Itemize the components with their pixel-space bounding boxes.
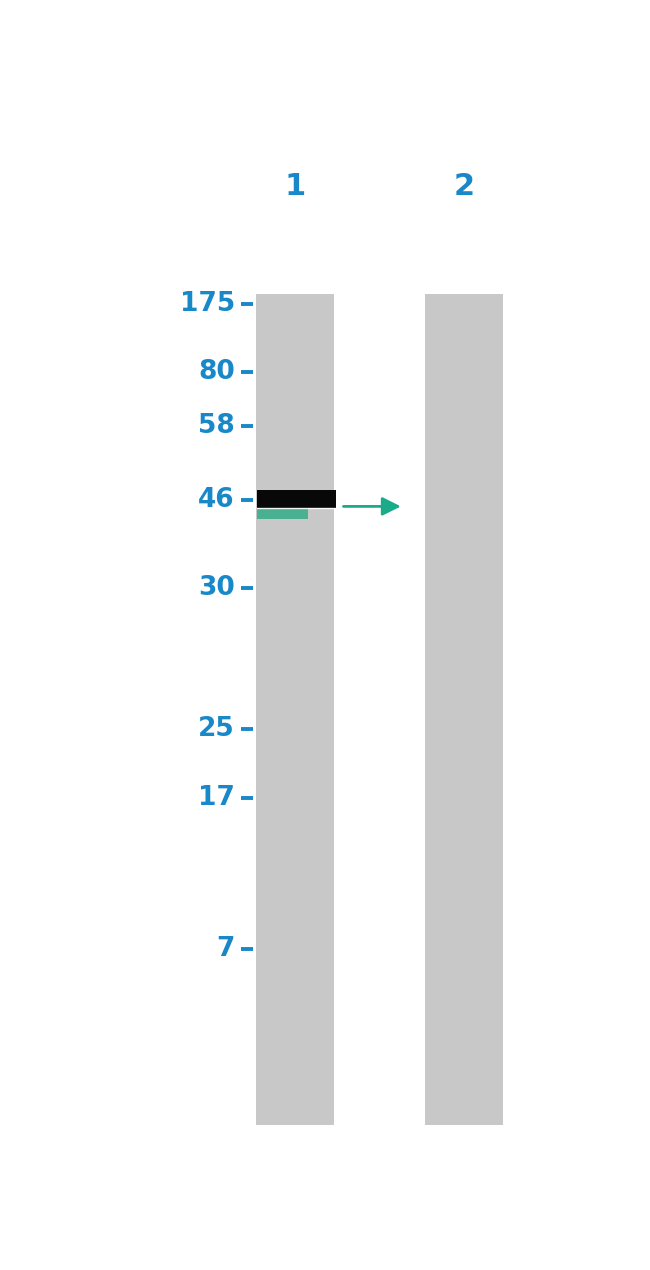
Text: 7: 7 <box>216 936 235 963</box>
Text: 30: 30 <box>198 574 235 601</box>
Text: 80: 80 <box>198 359 235 385</box>
Text: 46: 46 <box>198 486 235 513</box>
Text: 1: 1 <box>285 173 306 201</box>
Text: 175: 175 <box>179 291 235 318</box>
Text: 2: 2 <box>454 173 474 201</box>
Text: 25: 25 <box>198 716 235 743</box>
Bar <box>257 490 335 508</box>
Bar <box>256 295 334 1125</box>
Bar <box>257 508 308 519</box>
Bar <box>425 295 503 1125</box>
Text: 17: 17 <box>198 785 235 810</box>
Text: 58: 58 <box>198 413 235 439</box>
